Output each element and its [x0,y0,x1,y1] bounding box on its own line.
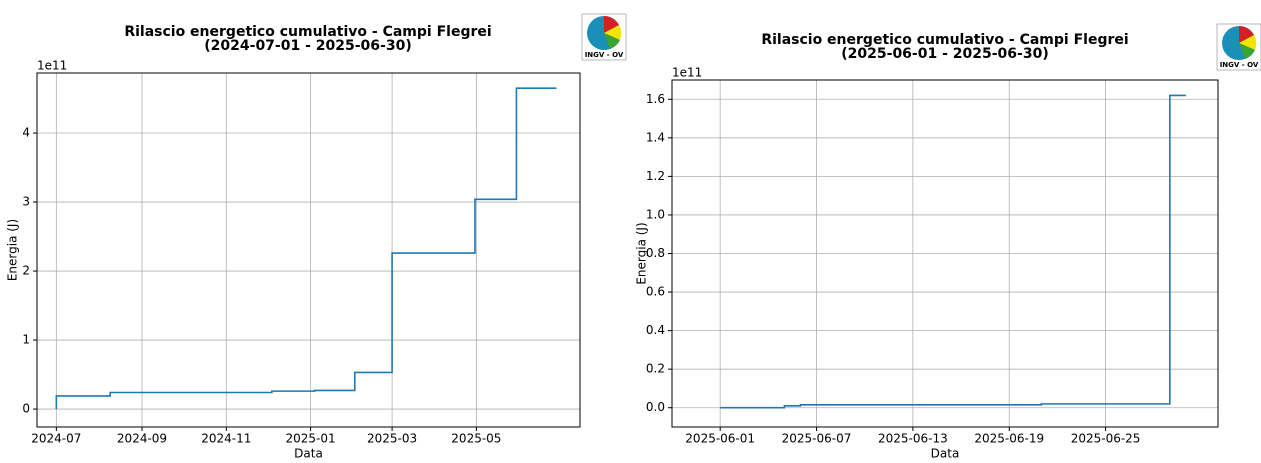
x-tick-label: 2025-03 [367,432,417,446]
y-offset-label: 1e11 [672,66,702,80]
data-line [720,94,1186,409]
y-tick-label: 0.4 [646,323,665,337]
x-tick-label: 2025-06-19 [974,432,1044,446]
logo-segment [1239,43,1255,59]
x-axis-label: Data [931,447,960,461]
data-line [55,87,557,410]
plot-frame [671,79,1219,428]
x-tick-label: 2024-07 [31,432,81,446]
logo-segment [1239,35,1257,50]
y-tick-label: 1 [22,333,30,347]
x-tick-label: 2025-05 [451,432,501,446]
x-tick-label: 2025-06-01 [685,432,755,446]
logo-segment [604,16,619,33]
logo-text: INGV - OV [1220,61,1259,69]
y-tick-label: 1.4 [646,130,665,144]
y-axis-label: Energia (J) [635,222,649,284]
x-tick-label: 2025-06-25 [1071,432,1141,446]
y-offset-label: 1e11 [37,59,67,73]
logo-segment [604,25,622,40]
y-tick-label: 1.2 [646,169,665,183]
chart: Rilascio energetico cumulativo - Campi F… [6,13,627,461]
chart-title: Rilascio energetico cumulativo - Campi F… [124,24,491,40]
x-tick-label: 2025-06-07 [782,432,852,446]
plot-frame [36,72,581,428]
chart: Rilascio energetico cumulativo - Campi F… [635,23,1261,461]
y-tick-label: 3 [22,195,30,209]
y-axis-label: Energia (J) [6,219,20,281]
y-tick-label: 4 [22,126,30,140]
x-tick-label: 2024-11 [201,432,251,446]
x-tick-label: 2024-09 [117,432,167,446]
y-tick-label: 0 [22,402,30,416]
logo: INGV - OV [581,13,627,61]
y-tick-label: 0.8 [646,246,665,260]
logo-segment [1239,26,1254,43]
logo: INGV - OV [1216,23,1261,71]
y-tick-label: 2 [22,264,30,278]
logo-segment [604,33,620,49]
chart-title: Rilascio energetico cumulativo - Campi F… [761,32,1128,48]
x-tick-label: 2025-06-13 [878,432,948,446]
chart-subtitle: (2025-06-01 - 2025-06-30) [841,46,1048,62]
logo-text: INGV - OV [585,51,624,59]
y-tick-label: 0.2 [646,362,665,376]
x-tick-label: 2025-01 [286,432,336,446]
y-tick-label: 0.0 [646,400,665,414]
chart-subtitle: (2024-07-01 - 2025-06-30) [204,38,411,54]
y-tick-label: 1.0 [646,207,665,221]
y-tick-label: 1.6 [646,92,665,106]
y-tick-label: 0.6 [646,285,665,299]
x-axis-label: Data [294,447,323,461]
